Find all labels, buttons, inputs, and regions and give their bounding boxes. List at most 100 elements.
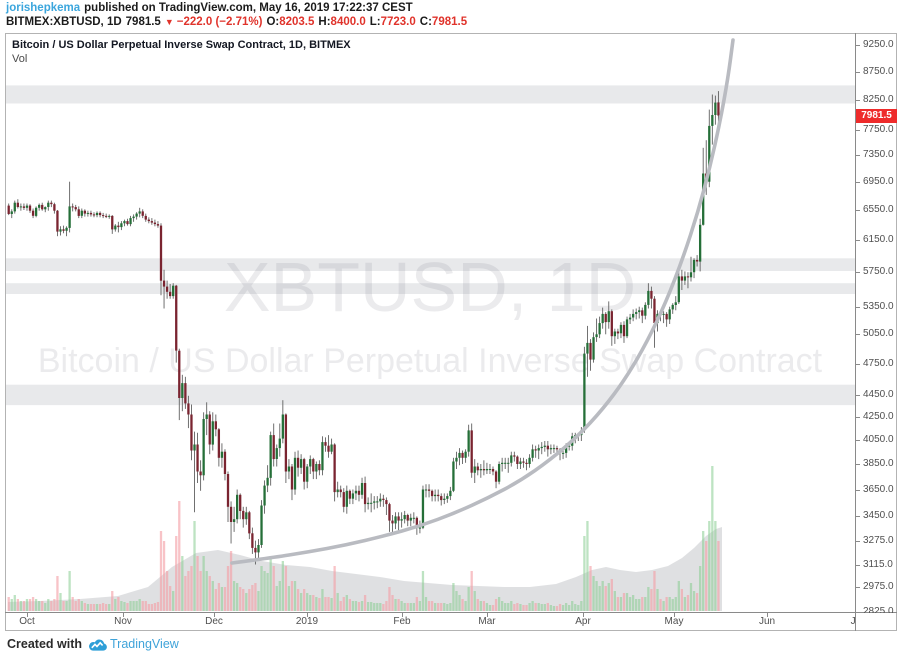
volume-bar bbox=[168, 586, 172, 611]
candle-body bbox=[181, 383, 184, 398]
volume-bar bbox=[571, 601, 574, 611]
candle-body bbox=[409, 517, 412, 521]
low-value: 7723.0 bbox=[380, 16, 416, 28]
price-tick-label: 3850.0 bbox=[863, 458, 894, 469]
volume-bar bbox=[299, 593, 303, 611]
volume-bar bbox=[376, 603, 379, 611]
volume-bar bbox=[342, 597, 345, 611]
candle-body bbox=[589, 342, 592, 360]
price-tick-label: 5350.0 bbox=[863, 300, 894, 312]
price-zone[interactable] bbox=[6, 283, 855, 294]
price-tick bbox=[856, 489, 860, 491]
candle-body bbox=[363, 483, 367, 505]
candle-body bbox=[333, 444, 336, 493]
candle-body bbox=[443, 498, 446, 500]
price-axis[interactable]: 9250.0 8750.0 8250.0 7750.0 7350.0 6950.0 6550… bbox=[856, 33, 897, 613]
volume-bar bbox=[16, 599, 19, 611]
volume-bar bbox=[717, 541, 720, 611]
trend-curve-drawing[interactable] bbox=[230, 38, 735, 565]
volume-bar bbox=[89, 604, 93, 611]
candle-body bbox=[671, 304, 674, 310]
candle-body bbox=[153, 222, 157, 225]
candle-body bbox=[568, 445, 571, 447]
volume-bar bbox=[705, 541, 708, 611]
candle-body bbox=[327, 445, 330, 452]
price-tick-label: 6550.0 bbox=[863, 204, 894, 215]
candle-body bbox=[686, 276, 690, 278]
volume-bar bbox=[196, 556, 199, 611]
publish-text: published on TradingView.com, May 16, 20… bbox=[84, 2, 413, 14]
candle-body bbox=[272, 435, 275, 460]
volume-bar bbox=[561, 605, 565, 611]
volume-bar bbox=[248, 589, 251, 611]
candle-body bbox=[172, 285, 175, 297]
candle-body bbox=[604, 313, 607, 323]
volume-bar bbox=[62, 601, 65, 611]
candle-body bbox=[531, 449, 534, 458]
candle-body bbox=[528, 457, 531, 464]
volume-bar bbox=[659, 599, 662, 611]
price-zone[interactable] bbox=[6, 384, 855, 406]
volume-bar bbox=[379, 603, 382, 611]
candle-body bbox=[287, 466, 291, 472]
volume-bar bbox=[38, 601, 41, 611]
candle-body bbox=[242, 510, 245, 520]
last-price: 7981.5 bbox=[125, 16, 161, 28]
candle-body bbox=[464, 451, 467, 458]
volume-bar bbox=[178, 501, 181, 611]
price-zone[interactable] bbox=[6, 258, 855, 271]
volume-bar bbox=[549, 605, 553, 611]
price-tick-label: 5050.0 bbox=[863, 328, 894, 340]
price-zone[interactable] bbox=[6, 85, 855, 104]
price-tick bbox=[856, 45, 860, 46]
candle-body bbox=[467, 430, 470, 452]
volume-bar bbox=[275, 586, 278, 611]
volume-bar bbox=[406, 603, 409, 611]
candle-body bbox=[165, 286, 169, 292]
username-link[interactable]: jorishepkema bbox=[6, 2, 81, 14]
candle-body bbox=[10, 211, 13, 214]
volume-bar bbox=[674, 597, 677, 611]
volume-bar bbox=[668, 597, 671, 611]
volume-bar bbox=[77, 599, 80, 611]
candle-body bbox=[19, 206, 23, 208]
candle-body bbox=[71, 206, 74, 208]
candle-body bbox=[586, 342, 589, 354]
candle-body bbox=[278, 438, 281, 449]
volume-bar bbox=[159, 531, 163, 611]
time-tick bbox=[402, 613, 403, 617]
volume-bar bbox=[692, 591, 696, 611]
candle-body bbox=[677, 276, 680, 303]
candle-body bbox=[552, 448, 556, 450]
volume-bar bbox=[656, 589, 659, 611]
volume-bar bbox=[214, 589, 217, 611]
volume-bar bbox=[488, 605, 492, 611]
candle-body bbox=[223, 451, 227, 474]
volume-bar bbox=[589, 566, 592, 611]
candle-body bbox=[132, 216, 135, 219]
volume-bar bbox=[677, 581, 680, 611]
candle-body bbox=[62, 229, 65, 231]
candle-body bbox=[708, 125, 711, 182]
volume-bar bbox=[409, 603, 412, 611]
tradingview-brand-link[interactable]: TradingView bbox=[88, 637, 179, 651]
candle-body bbox=[178, 350, 181, 398]
volume-bar bbox=[111, 591, 114, 611]
volume-bar bbox=[507, 603, 510, 611]
volume-bar bbox=[22, 601, 26, 611]
volume-bar bbox=[266, 573, 269, 611]
candle-body bbox=[351, 493, 355, 499]
candle-body bbox=[680, 276, 684, 281]
candle-body bbox=[540, 446, 543, 449]
candle-body bbox=[89, 212, 93, 215]
legend-volume-indicator[interactable]: Vol bbox=[12, 53, 28, 65]
volume-bar bbox=[433, 603, 437, 611]
price-tick bbox=[856, 99, 860, 101]
candle-body bbox=[77, 209, 80, 216]
time-tick-label: Apr bbox=[575, 616, 591, 627]
time-axis[interactable]: Oct Nov Dec 2019 Feb Mar Apr May Jun Jul bbox=[6, 613, 855, 630]
trend-curve[interactable] bbox=[230, 38, 735, 565]
price-tick bbox=[856, 71, 860, 73]
candle-body bbox=[34, 207, 38, 216]
